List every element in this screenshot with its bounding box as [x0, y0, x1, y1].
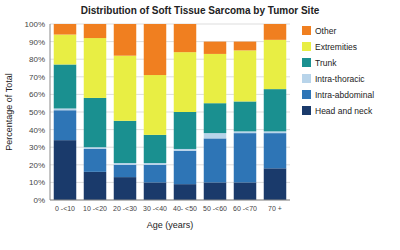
bar-segment: [174, 151, 197, 184]
legend-swatch: [302, 58, 311, 67]
grid: [50, 24, 290, 200]
bar-segment: [144, 135, 167, 163]
bar-segment: [144, 182, 167, 200]
y-tick-label: 0%: [33, 196, 45, 205]
bar-segment: [84, 98, 107, 147]
bar-segment: [84, 38, 107, 98]
y-axis-title: Percentage of Total: [4, 73, 14, 150]
bar-segment: [54, 64, 77, 108]
x-tick-label: 10 -<20: [83, 205, 107, 212]
x-axis: 0 -<10 10 -<20 20 -<30 30 -<40 40- <50 50 -<6…: [55, 205, 282, 212]
x-tick-label: 60 -<70: [233, 205, 257, 212]
legend-label: Other: [315, 26, 336, 36]
chart-svg: Distribution of Soft Tissue Sarcoma by T…: [0, 0, 400, 250]
y-tick-label: 20%: [29, 161, 45, 170]
bar-segment: [54, 35, 77, 65]
bar-segment: [144, 165, 167, 183]
x-tick-label: 20 -<30: [113, 205, 137, 212]
bar-segment: [264, 89, 287, 131]
x-tick-label: 0 -<10: [55, 205, 75, 212]
legend-swatch: [302, 42, 311, 51]
bar-segment: [114, 177, 137, 200]
bar-segment: [54, 110, 77, 140]
bar-segment: [144, 75, 167, 135]
legend-label: Trunk: [315, 58, 337, 68]
y-tick-label: 70%: [29, 73, 45, 82]
bar-segment: [204, 182, 227, 200]
bar-segment: [234, 182, 257, 200]
bar-segment: [204, 42, 227, 54]
bar-segment: [234, 50, 257, 101]
bar-segment: [114, 165, 137, 177]
bar-segment: [174, 52, 197, 112]
bar-segment: [264, 133, 287, 168]
bar-segment: [204, 54, 227, 103]
y-tick-label: 100%: [25, 20, 45, 29]
bar-segment: [174, 149, 197, 151]
bar-segment: [264, 131, 287, 133]
legend-swatch: [302, 26, 311, 35]
x-tick-label: 30 -<40: [143, 205, 167, 212]
bar-segment: [204, 103, 227, 133]
bar-segment: [204, 133, 227, 138]
legend: Other Extremities Trunk Intra-thoracic Intra…: [302, 26, 374, 116]
bar-segment: [114, 121, 137, 163]
y-tick-label: 60%: [29, 90, 45, 99]
bar-segment: [144, 24, 167, 75]
x-tick-label: 40- <50: [173, 205, 197, 212]
bar-segment: [264, 168, 287, 200]
legend-swatch: [302, 74, 311, 83]
bar-segment: [84, 172, 107, 200]
bar-segment: [204, 138, 227, 182]
y-tick-label: 50%: [29, 108, 45, 117]
bar-segment: [234, 42, 257, 51]
bar-segment: [264, 40, 287, 89]
bar-segment: [144, 163, 167, 165]
bar-segment: [264, 24, 287, 40]
y-axis: 0% 10% 20% 30% 40% 50% 60% 70% 80% 90% 100%: [25, 20, 45, 205]
legend-label: Extremities: [315, 42, 357, 52]
legend-swatch: [302, 90, 311, 99]
x-tick-label: 70 +: [268, 205, 282, 212]
bar-segment: [84, 147, 107, 149]
y-tick-label: 90%: [29, 38, 45, 47]
x-tick-label: 50 -<60: [203, 205, 227, 212]
bar-segment: [54, 108, 77, 110]
y-tick-label: 30%: [29, 143, 45, 152]
x-axis-title: Age (years): [147, 220, 194, 230]
chart-container: Distribution of Soft Tissue Sarcoma by T…: [0, 0, 400, 250]
y-tick-label: 10%: [29, 178, 45, 187]
bar-segment: [234, 131, 257, 133]
bar-segment: [114, 24, 137, 56]
y-axis-line: [50, 24, 51, 200]
background: [0, 0, 400, 250]
legend-label: Intra-thoracic: [315, 74, 365, 84]
title: Distribution of Soft Tissue Sarcoma by T…: [81, 5, 320, 16]
bar-segment: [234, 133, 257, 182]
bar-segment: [114, 163, 137, 165]
bar-segment: [54, 24, 77, 35]
bar-segment: [54, 140, 77, 200]
bar-segment: [84, 24, 107, 38]
grid-line: [50, 200, 290, 201]
bar-segment: [174, 184, 197, 200]
legend-swatch: [302, 106, 311, 115]
bar-segment: [234, 101, 257, 131]
legend-label: Head and neck: [315, 106, 373, 116]
bar-segment: [174, 24, 197, 52]
bar-segment: [174, 112, 197, 149]
y-tick-label: 40%: [29, 126, 45, 135]
y-tick-label: 80%: [29, 55, 45, 64]
x-axis-line: [50, 200, 290, 201]
legend-label: Intra-abdominal: [315, 90, 374, 100]
bar-segment: [84, 149, 107, 172]
bars: [54, 24, 287, 200]
bar-segment: [114, 56, 137, 121]
